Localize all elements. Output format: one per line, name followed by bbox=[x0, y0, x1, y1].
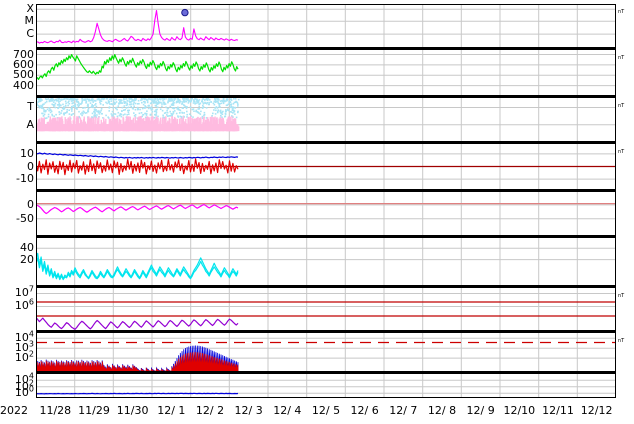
x-tick-11: 12/ 9 bbox=[466, 404, 495, 417]
x-tick-12: 12/10 bbox=[503, 404, 536, 417]
x-axis: 2022 11/28 11/29 11/30 12/ 1 12/ 2 12/ 3 12/ 4… bbox=[0, 400, 634, 424]
x-tick-7: 12/ 5 bbox=[311, 404, 341, 417]
y-tick-proton-flux-gt10mev-1: 103 bbox=[14, 339, 34, 355]
y-tick-electron-flux-e2mev-1: 106 bbox=[14, 297, 34, 313]
y-tick-dst-index-1: -50 bbox=[16, 211, 34, 225]
right-unit-imf-bz-bt: nT bbox=[618, 149, 625, 155]
x-tick-9: 12/ 7 bbox=[389, 404, 418, 417]
panel-divider bbox=[36, 371, 616, 374]
x-tick-8: 12/ 6 bbox=[350, 404, 379, 417]
y-tick-dst-index-0: 0 bbox=[27, 197, 34, 211]
plot-frame bbox=[36, 4, 616, 398]
x-tick-14: 12/12 bbox=[580, 404, 613, 417]
panel-electron-flux-e2mev bbox=[36, 288, 616, 330]
y-tick-proton-flux-gt100mev-1: 102 bbox=[14, 378, 34, 393]
y-tick-solar-wind-speed-0: 700 bbox=[13, 47, 34, 61]
panel-divider bbox=[36, 141, 616, 144]
x-tick-2: 11/30 bbox=[116, 404, 149, 417]
y-tick-xray-flux-flare-class-0: X bbox=[26, 2, 34, 16]
panel-divider bbox=[36, 189, 616, 192]
right-unit-proton-flux-temperature: nT bbox=[618, 103, 625, 109]
x-tick-13: 12/11 bbox=[542, 404, 574, 417]
x-tick-0: 11/28 bbox=[39, 404, 72, 417]
panel-solar-wind-speed bbox=[36, 50, 616, 95]
y-tick-proton-flux-temperature-0: T bbox=[27, 100, 34, 114]
x-tick-3: 12/ 1 bbox=[157, 404, 186, 417]
y-tick-imf-bz-bt-1: 0 bbox=[27, 159, 34, 173]
right-unit-xray-flux-flare-class: nT bbox=[618, 9, 625, 15]
plot-area bbox=[36, 4, 616, 398]
y-tick-solar-wind-speed-3: 400 bbox=[13, 78, 34, 92]
y-tick-xray-flux-flare-class-1: M bbox=[24, 14, 35, 28]
y-tick-proton-flux-gt100mev-0: 104 bbox=[14, 371, 34, 387]
panel-divider bbox=[36, 47, 616, 50]
panel-proton-flux-temperature bbox=[36, 98, 616, 141]
x-axis-year: 2022 bbox=[0, 404, 28, 417]
y-tick-solar-wind-speed-1: 600 bbox=[13, 57, 34, 71]
x-tick-6: 12/ 4 bbox=[273, 404, 302, 417]
y-tick-solar-wind-speed-2: 500 bbox=[13, 68, 34, 82]
y-tick-imf-bz-bt-2: -10 bbox=[16, 172, 34, 186]
y-tick-proton-flux-gt10mev-0: 104 bbox=[14, 329, 34, 345]
panel-proton-flux-gt100mev bbox=[36, 374, 616, 398]
right-unit-electron-flux-e2mev: nT bbox=[618, 293, 625, 299]
y-tick-proton-flux-gt100mev-2: 100 bbox=[14, 384, 34, 400]
panel-proton-flux-gt10mev bbox=[36, 333, 616, 371]
y-tick-electron-flux-e2mev-0: 107 bbox=[14, 284, 34, 300]
panel-kp-ap-index bbox=[36, 238, 616, 285]
right-unit-solar-wind-speed: nT bbox=[618, 55, 625, 61]
panel-divider bbox=[36, 95, 616, 98]
left-axis-labels: X M C 700 600 500 400 T A 10 0 -10 0 -50 40 20 107 106 104… bbox=[0, 0, 34, 398]
right-axis-units: nT nT nT nT nT nT bbox=[618, 0, 634, 398]
panel-dst-index bbox=[36, 192, 616, 235]
y-tick-proton-flux-temperature-1: A bbox=[26, 117, 34, 131]
y-tick-imf-bz-bt-0: 10 bbox=[20, 146, 34, 160]
panel-divider bbox=[36, 235, 616, 238]
y-tick-kp-ap-index-0: 40 bbox=[20, 241, 34, 255]
y-tick-kp-ap-index-1: 20 bbox=[20, 252, 34, 266]
panel-xray-flux-flare-class bbox=[36, 4, 616, 47]
x-tick-4: 12/ 2 bbox=[195, 404, 225, 417]
panel-divider bbox=[36, 285, 616, 288]
panel-imf-bz-bt bbox=[36, 144, 616, 189]
x-tick-1: 11/29 bbox=[78, 404, 110, 417]
x-tick-10: 12/ 8 bbox=[427, 404, 457, 417]
y-tick-xray-flux-flare-class-2: C bbox=[26, 27, 34, 41]
right-unit-proton-flux-gt10mev: nT bbox=[618, 338, 625, 344]
panel-divider bbox=[36, 330, 616, 333]
x-tick-5: 12/ 3 bbox=[234, 404, 263, 417]
y-tick-proton-flux-gt10mev-2: 102 bbox=[14, 349, 34, 365]
